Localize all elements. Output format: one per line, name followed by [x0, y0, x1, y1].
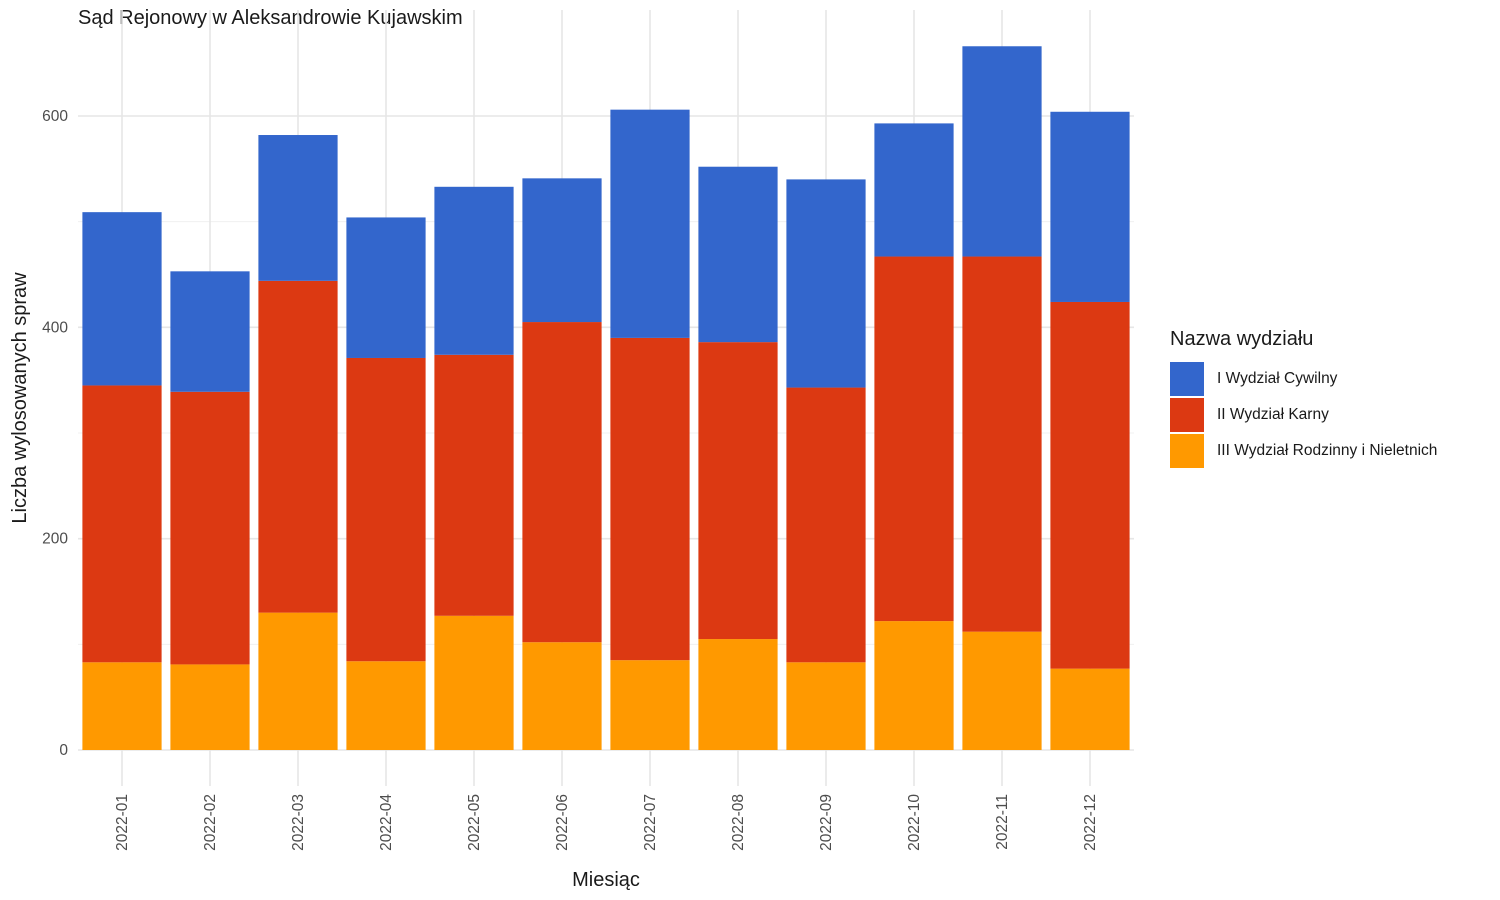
x-axis-title: Miesiąc [572, 869, 640, 891]
y-tick-label: 400 [42, 319, 68, 336]
bar-segment [170, 664, 250, 750]
x-tick-label: 2022-01 [114, 794, 131, 851]
x-tick-label: 2022-09 [818, 794, 835, 851]
bar-segment [698, 639, 778, 750]
bar-segment [346, 661, 426, 750]
bar-segment [434, 186, 514, 355]
bar-segment [258, 280, 338, 613]
y-tick-label: 200 [42, 531, 68, 548]
bar-segment [434, 615, 514, 750]
legend-swatch [1170, 434, 1204, 468]
bar-segment [786, 662, 866, 750]
x-tick-label: 2022-02 [202, 794, 219, 851]
bar-segment [962, 631, 1042, 750]
legend-item: I Wydział Cywilny [1170, 361, 1437, 397]
legend-swatch [1170, 398, 1204, 432]
bar-segment [82, 212, 162, 386]
x-tick-label: 2022-05 [466, 794, 483, 851]
legend-label: II Wydział Karny [1217, 406, 1329, 423]
bar-segment [258, 135, 338, 281]
bar-segment [170, 391, 250, 665]
bar-segment [962, 256, 1042, 632]
bar-segment [1050, 111, 1130, 302]
bar-segment [522, 322, 602, 643]
legend-item: III Wydział Rodzinny i Nieletnich [1170, 433, 1437, 469]
y-tick-label: 600 [42, 108, 68, 125]
legend: Nazwa wydziału I Wydział Cywilny II Wydzi… [1170, 328, 1437, 469]
x-tick-label: 2022-04 [378, 794, 395, 851]
bar-segment [786, 179, 866, 388]
x-tick-label: 2022-03 [290, 794, 307, 851]
x-tick-label: 2022-10 [906, 794, 923, 851]
x-tick-label: 2022-06 [554, 794, 571, 851]
bar-segment [434, 354, 514, 616]
bar-segment [522, 642, 602, 750]
bar-segment [698, 342, 778, 640]
bar-segment [786, 387, 866, 663]
bar-segment [698, 166, 778, 343]
bar-segment [1050, 301, 1130, 669]
bar-segment [874, 621, 954, 750]
legend-label: I Wydział Cywilny [1217, 370, 1338, 387]
bars [82, 46, 1130, 750]
y-tick-label: 0 [59, 742, 68, 759]
chart-title: Sąd Rejonowy w Aleksandrowie Kujawskim [78, 7, 463, 29]
legend-item: II Wydział Karny [1170, 397, 1437, 433]
bar-segment [82, 385, 162, 663]
bar-segment [962, 46, 1042, 257]
x-tick-label: 2022-07 [642, 794, 659, 851]
bar-segment [874, 123, 954, 257]
bar-segment [170, 271, 250, 392]
bar-segment [610, 660, 690, 750]
legend-title: Nazwa wydziału [1170, 328, 1314, 350]
legend-swatch [1170, 362, 1204, 396]
y-axis-title: Liczba wylosowanych spraw [9, 272, 31, 524]
bar-segment [346, 357, 426, 662]
legend-label: III Wydział Rodzinny i Nieletnich [1217, 442, 1438, 459]
bar-segment [258, 612, 338, 750]
bar-segment [874, 256, 954, 622]
bar-segment [610, 109, 690, 338]
axis-ticks: 0 200 400 600 2022-01 2022-02 2022-03 2022-04 20… [42, 108, 1099, 851]
legend-items: I Wydział Cywilny II Wydział Karny III Wyd… [1170, 361, 1437, 469]
x-tick-label: 2022-08 [730, 794, 747, 851]
bar-segment [522, 178, 602, 323]
bar-segment [346, 217, 426, 358]
bar-segment [82, 662, 162, 750]
x-tick-label: 2022-11 [994, 794, 1011, 850]
bar-segment [610, 337, 690, 661]
x-tick-label: 2022-12 [1082, 794, 1099, 851]
bar-segment [1050, 668, 1130, 750]
